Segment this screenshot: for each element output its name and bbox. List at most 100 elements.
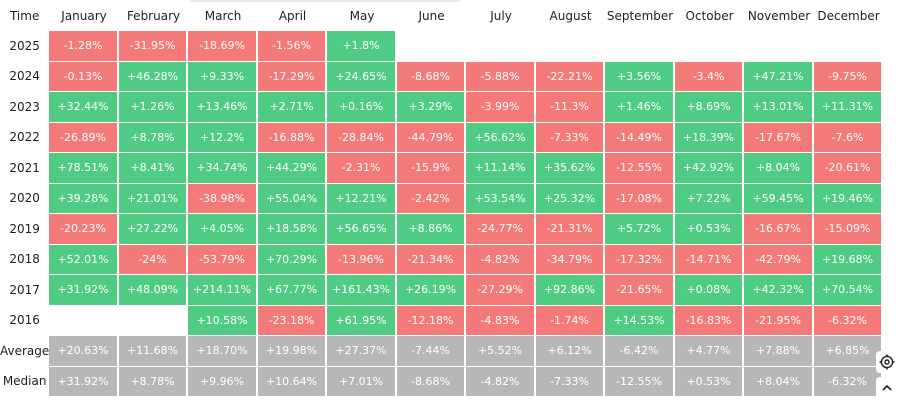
return-cell: +48.09%: [118, 275, 189, 306]
settings-button[interactable]: [876, 351, 898, 373]
row-label: 2022: [0, 123, 50, 153]
return-cell: +13.01%: [744, 92, 814, 123]
month-header-august: August: [549, 8, 592, 23]
return-cell: +56.62%: [466, 122, 536, 153]
year-row-2018: 2018 +52.01% -24% -53.79% +70.29% -13.96% -21.…: [0, 244, 884, 275]
return-cell: -21.31%: [535, 214, 606, 245]
return-cell: +2.71%: [257, 92, 328, 123]
month-header-march: March: [204, 8, 242, 23]
return-cell: +19.68%: [813, 244, 884, 275]
time-column-header: Time: [9, 8, 40, 23]
summary-cell: +8.04%: [744, 366, 814, 397]
return-cell: +214.11%: [188, 275, 258, 306]
return-cell: +39.28%: [49, 183, 119, 214]
empty-cell: [118, 305, 189, 336]
return-cell: -11.3%: [535, 92, 606, 123]
return-cell: -17.67%: [744, 122, 814, 153]
return-cell: +42.32%: [744, 275, 814, 306]
return-cell: +3.56%: [605, 61, 675, 92]
return-cell: -44.79%: [396, 122, 467, 153]
year-row-2023: 2023 +32.44% +1.26% +13.46% +2.71% +0.16% +3.2…: [0, 92, 884, 123]
return-cell: -22.21%: [535, 61, 606, 92]
row-label: Median: [0, 367, 50, 397]
month-header-november: November: [747, 8, 811, 23]
return-cell: -14.71%: [674, 244, 745, 275]
return-cell: +21.01%: [118, 183, 189, 214]
empty-cell: [535, 31, 606, 62]
return-cell: -34.79%: [535, 244, 606, 275]
return-cell: -2.42%: [396, 183, 467, 214]
return-cell: +92.86%: [535, 275, 606, 306]
summary-cell: -6.32%: [813, 366, 884, 397]
return-cell: +14.53%: [605, 305, 675, 336]
month-header-june: June: [418, 8, 445, 23]
return-cell: -53.79%: [188, 244, 258, 275]
header-row: Time January February March April May June Jul…: [0, 0, 883, 31]
return-cell: -13.96%: [327, 244, 397, 275]
return-cell: +8.04%: [744, 153, 814, 184]
row-label: 2024: [0, 62, 50, 92]
return-cell: -27.29%: [466, 275, 536, 306]
month-header-february: February: [126, 8, 181, 23]
return-cell: +18.39%: [674, 122, 745, 153]
summary-row-median: Median +31.92% +8.78% +9.96% +10.64% +7.01% -8…: [0, 366, 884, 397]
return-cell: -16.67%: [744, 214, 814, 245]
return-cell: +24.65%: [327, 61, 397, 92]
summary-cell: +6.12%: [535, 336, 606, 367]
month-header-december: December: [817, 8, 880, 23]
empty-cell: [674, 31, 745, 62]
year-row-2017: 2017 +31.92% +48.09% +214.11% +67.77% +161.43…: [0, 275, 884, 306]
return-cell: -5.88%: [466, 61, 536, 92]
month-header-september: September: [606, 8, 674, 23]
return-cell: +46.28%: [118, 61, 189, 92]
return-cell: +12.21%: [327, 183, 397, 214]
return-cell: +27.22%: [118, 214, 189, 245]
return-cell: +31.92%: [49, 275, 119, 306]
year-row-2021: 2021 +78.51% +8.41% +34.74% +44.29% -2.31% -15…: [0, 153, 884, 184]
row-label: 2023: [0, 92, 50, 123]
return-cell: +161.43%: [327, 275, 397, 306]
return-cell: +70.29%: [257, 244, 328, 275]
return-cell: +26.19%: [396, 275, 467, 306]
return-cell: +25.32%: [535, 183, 606, 214]
summary-cell: +20.63%: [49, 336, 119, 367]
row-label: 2020: [0, 184, 50, 214]
return-cell: -2.31%: [327, 153, 397, 184]
return-cell: +0.16%: [327, 92, 397, 123]
empty-cell: [466, 31, 536, 62]
return-cell: -38.98%: [188, 183, 258, 214]
return-cell: -21.34%: [396, 244, 467, 275]
return-cell: +70.54%: [813, 275, 884, 306]
chevron-up-icon: [882, 384, 892, 391]
summary-cell: +11.68%: [118, 336, 189, 367]
return-cell: +61.95%: [327, 305, 397, 336]
return-cell: +8.41%: [118, 153, 189, 184]
return-cell: -6.32%: [813, 305, 884, 336]
return-cell: -24%: [118, 244, 189, 275]
empty-cell: [49, 305, 119, 336]
return-cell: -17.32%: [605, 244, 675, 275]
return-cell: -23.18%: [257, 305, 328, 336]
month-header-january: January: [61, 8, 107, 23]
return-cell: -8.68%: [396, 61, 467, 92]
scroll-top-button[interactable]: [876, 377, 898, 399]
scroll-indicator: [190, 0, 460, 2]
summary-cell: -12.55%: [605, 366, 675, 397]
year-row-2016: 2016 +10.58% -23.18% +61.95% -12.18% -4.83% -1…: [0, 305, 884, 336]
return-cell: +67.77%: [257, 275, 328, 306]
return-cell: +55.04%: [257, 183, 328, 214]
summary-cell: -7.44%: [396, 336, 467, 367]
return-cell: -26.89%: [49, 122, 119, 153]
return-cell: -16.83%: [674, 305, 745, 336]
return-cell: -31.95%: [118, 31, 189, 62]
year-row-2022: 2022 -26.89% +8.78% +12.2% -16.88% -28.84% -44…: [0, 122, 884, 153]
return-cell: -17.29%: [257, 61, 328, 92]
summary-cell: +6.85%: [813, 336, 884, 367]
month-header-april: April: [278, 8, 307, 23]
return-cell: +59.45%: [744, 183, 814, 214]
return-cell: -0.13%: [49, 61, 119, 92]
return-cell: -7.6%: [813, 122, 884, 153]
summary-cell: +10.64%: [257, 366, 328, 397]
summary-cell: +4.77%: [674, 336, 745, 367]
return-cell: -7.33%: [535, 122, 606, 153]
